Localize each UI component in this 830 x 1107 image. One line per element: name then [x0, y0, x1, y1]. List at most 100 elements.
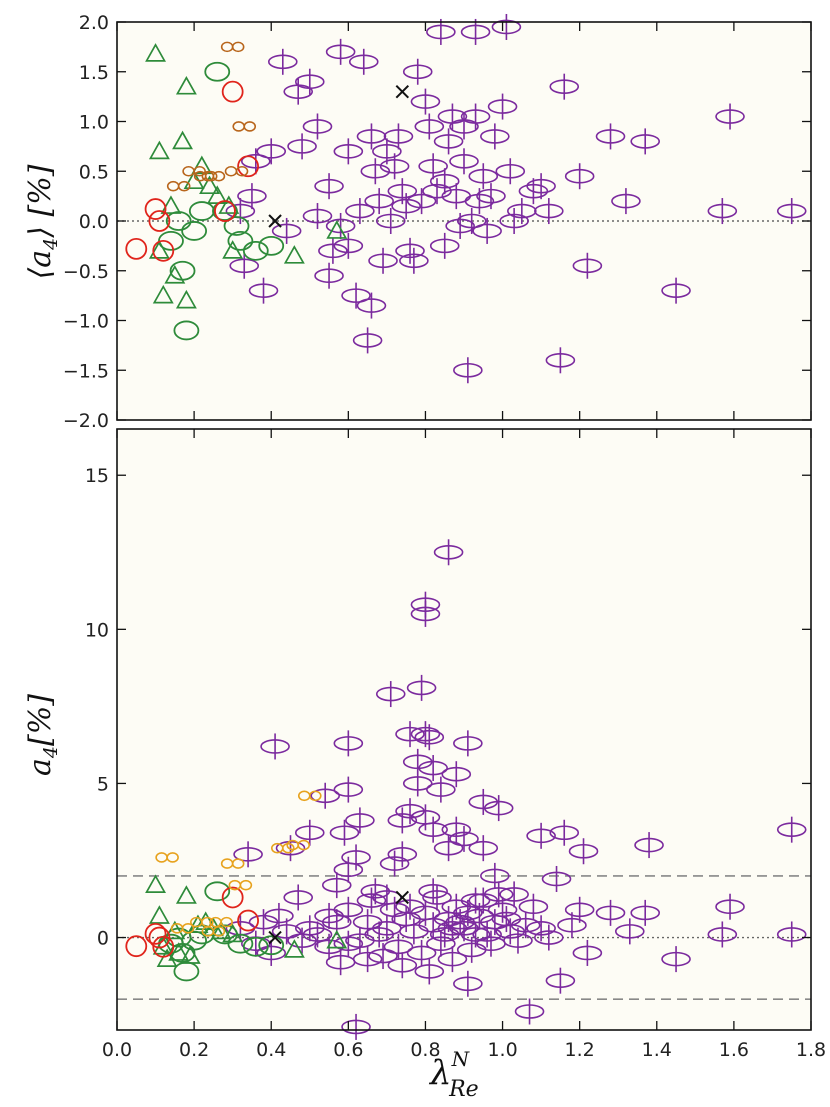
top-ytick-label: 1.5 [79, 62, 109, 84]
data-point-ellipse-cross [630, 128, 661, 155]
infinity-right-loop [212, 170, 226, 182]
data-point-ellipse-cross [402, 58, 433, 85]
data-point-triangle [145, 874, 167, 893]
data-point-ellipse-cross [661, 946, 691, 973]
data-point-x [395, 890, 410, 905]
data-point-ellipse-cross [406, 188, 437, 215]
data-point-ellipse-cross [402, 770, 433, 797]
data-point-ellipse-cross [229, 252, 260, 279]
data-point-ellipse-cross [360, 158, 391, 185]
data-point-ellipse-cross [379, 153, 410, 180]
data-point-ellipse-cross [333, 856, 364, 883]
top-y-axis-label: ⟨a4⟩ [%] [23, 164, 62, 279]
data-point-circle [258, 235, 285, 256]
infinity-right-loop [193, 165, 206, 177]
data-point-ellipse-cross [333, 138, 364, 165]
top-ytick-label: 1.0 [79, 112, 109, 134]
data-point-ellipse-cross [483, 881, 514, 908]
data-point-infinity [201, 926, 226, 937]
bottom-y-ticks: 0 5 10 15 [85, 465, 811, 950]
data-point-infinity [220, 858, 245, 869]
bottom-ylabel-sub: 4 [40, 746, 62, 759]
data-point-circle [221, 886, 244, 909]
data-point-ellipse-cross [441, 761, 472, 788]
data-point-ellipse-cross [776, 816, 807, 843]
data-point-ellipse-cross [379, 850, 410, 877]
data-point-ellipse-cross [325, 38, 356, 65]
data-point-ellipse-cross [429, 232, 460, 259]
data-point-ellipse-cross [499, 208, 529, 234]
data-point-ellipse-cross [776, 921, 807, 948]
data-point-ellipse-cross [375, 681, 406, 708]
data-point-ellipse-cross [302, 113, 333, 140]
data-point-ellipse-cross [487, 93, 518, 120]
data-point-ellipse-cross [568, 838, 599, 865]
data-point-ellipse-cross [314, 173, 344, 200]
data-point-x [395, 84, 410, 99]
top-ytick-label: −1.5 [63, 360, 109, 382]
data-point-ellipse-cross [518, 893, 549, 920]
data-point-ellipse-cross [256, 138, 287, 165]
xlabel-main: λ [428, 1053, 452, 1093]
data-point-circle [152, 239, 175, 262]
data-point-ellipse-cross [460, 921, 491, 948]
data-point-circle [181, 221, 208, 241]
data-point-ellipse-cross [418, 153, 448, 180]
data-point-ellipse-cross [429, 168, 460, 195]
data-point-ellipse-cross [549, 819, 580, 846]
data-point-ellipse-cross [456, 208, 487, 234]
data-point-ellipse-cross [630, 899, 661, 926]
top-plot-frame [116, 21, 812, 421]
data-point-triangle [145, 43, 167, 62]
data-point-ellipse-cross [260, 733, 290, 760]
data-point-triangle [152, 284, 174, 304]
infinity-right-loop [212, 926, 226, 937]
data-point-ellipse-cross [499, 881, 529, 908]
bottom-xtick-label: 1.4 [642, 1039, 672, 1061]
data-point-infinity [166, 180, 191, 192]
data-point-ellipse-cross [325, 949, 356, 976]
data-point-ellipse-cross [356, 292, 387, 319]
top-ytick-label: 0.5 [79, 161, 109, 183]
data-point-ellipse-cross [302, 203, 333, 230]
bottom-y-axis-label: a4[%] [23, 694, 62, 776]
top-markers [125, 13, 807, 384]
data-point-x [268, 214, 282, 228]
data-point-ellipse-cross [364, 188, 394, 215]
bottom-ytick-label: 15 [85, 465, 109, 487]
data-point-ellipse-cross [495, 158, 526, 185]
data-point-ellipse-cross [614, 918, 645, 945]
data-point-ellipse-cross [541, 865, 572, 892]
data-point-triangle [175, 75, 197, 95]
data-point-ellipse-cross [410, 88, 441, 115]
data-point-ellipse-cross [248, 909, 279, 936]
infinity-right-loop [239, 879, 253, 891]
data-point-ellipse-cross [564, 896, 595, 923]
infinity-right-loop [308, 790, 322, 802]
data-point-ellipse-cross [406, 674, 437, 701]
top-ytick-label: 0.0 [79, 211, 109, 233]
data-point-triangle [326, 220, 348, 239]
data-point-ellipse-cross [534, 924, 564, 951]
data-point-triangle [175, 885, 197, 904]
bottom-xtick-label: 1.6 [719, 1039, 749, 1061]
data-point-ellipse-cross [356, 887, 387, 914]
data-point-circle [237, 155, 259, 178]
data-point-circle [144, 922, 167, 945]
data-point-ellipse-cross [418, 816, 448, 843]
data-point-triangle [175, 289, 197, 309]
data-point-ellipse-cross [345, 198, 375, 225]
xlabel-sup: N [451, 1047, 471, 1071]
data-point-ellipse-cross [564, 163, 595, 190]
data-point-circle [169, 260, 196, 281]
data-point-infinity [170, 922, 195, 934]
data-point-infinity [182, 165, 206, 177]
data-point-ellipse-cross [383, 123, 414, 150]
bottom-markers [125, 539, 807, 1040]
data-point-ellipse-cross [422, 178, 452, 205]
data-point-ellipse-cross [476, 930, 506, 957]
data-point-ellipse-cross [383, 933, 414, 960]
data-point-ellipse-cross [271, 217, 302, 244]
data-point-ellipse-cross [507, 198, 537, 225]
data-point-ellipse-cross [356, 123, 387, 150]
